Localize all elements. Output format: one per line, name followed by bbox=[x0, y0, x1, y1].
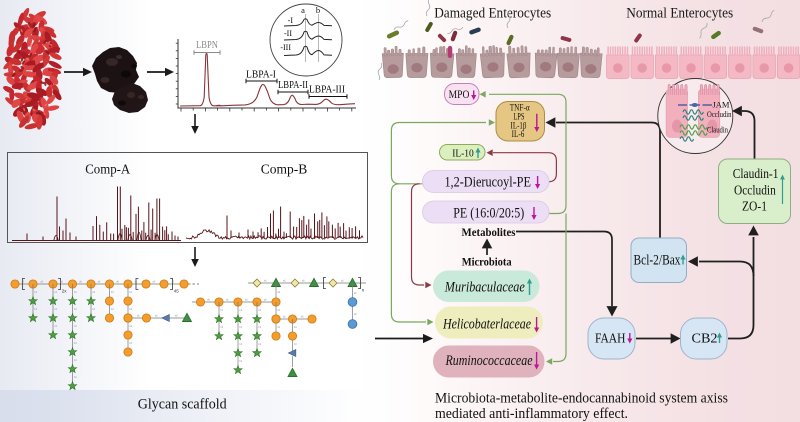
svg-text:b4: b4 bbox=[74, 292, 77, 294]
svg-text:Helicobaterlaceae: Helicobaterlaceae bbox=[442, 317, 531, 333]
svg-text:b4: b4 bbox=[294, 327, 297, 329]
svg-text:a6: a6 bbox=[137, 316, 140, 318]
svg-text:Ruminococcaceae: Ruminococcaceae bbox=[445, 353, 533, 369]
svg-text:b4: b4 bbox=[278, 310, 281, 312]
svg-text:Claudin-1: Claudin-1 bbox=[733, 167, 779, 182]
svg-text:LPS: LPS bbox=[513, 111, 524, 121]
svg-text:mediated anti-inflammatory eff: mediated anti-inflammatory effect. bbox=[435, 406, 628, 422]
svg-text:Occludin: Occludin bbox=[734, 184, 776, 199]
svg-text:a6: a6 bbox=[226, 300, 229, 302]
svg-text:Microbiota: Microbiota bbox=[462, 255, 512, 269]
svg-text:b4: b4 bbox=[221, 327, 224, 329]
svg-text:a6: a6 bbox=[207, 300, 210, 302]
svg-text:Metabolites: Metabolites bbox=[462, 225, 516, 239]
svg-text:Comp-A: Comp-A bbox=[85, 163, 131, 178]
svg-text:b4: b4 bbox=[130, 326, 133, 328]
svg-text:Muribaculaceae: Muribaculaceae bbox=[444, 280, 525, 296]
svg-text:b4: b4 bbox=[259, 327, 262, 329]
svg-text:b4: b4 bbox=[111, 292, 114, 294]
svg-text:JAM: JAM bbox=[713, 101, 731, 110]
svg-text:a6: a6 bbox=[302, 281, 305, 283]
svg-text:b4: b4 bbox=[130, 309, 133, 311]
svg-text:Bcl-2/Bax: Bcl-2/Bax bbox=[634, 253, 681, 269]
svg-text:a6: a6 bbox=[301, 317, 304, 319]
svg-text:LBPA-I: LBPA-I bbox=[246, 69, 276, 81]
svg-text:a6: a6 bbox=[135, 282, 138, 284]
svg-text:CB2: CB2 bbox=[692, 332, 718, 347]
svg-text:a6: a6 bbox=[264, 281, 267, 283]
svg-text:b4: b4 bbox=[240, 361, 243, 363]
svg-text:a6: a6 bbox=[175, 316, 178, 318]
svg-text:a6: a6 bbox=[283, 281, 286, 283]
svg-text:b4: b4 bbox=[259, 344, 262, 346]
svg-text:a: a bbox=[301, 5, 305, 15]
svg-text:b4: b4 bbox=[111, 309, 114, 311]
svg-text:b4: b4 bbox=[240, 344, 243, 346]
svg-text:a6: a6 bbox=[41, 282, 44, 284]
svg-text:FAAH: FAAH bbox=[595, 332, 626, 347]
svg-text:-II: -II bbox=[284, 29, 292, 38]
svg-text:Microbiota-metabolite-endocann: Microbiota-metabolite-endocannabinoid sy… bbox=[435, 391, 728, 407]
svg-text:IL-10: IL-10 bbox=[452, 147, 474, 159]
svg-text:a6: a6 bbox=[354, 314, 357, 316]
svg-text:1,2-Dierucoyl-PE: 1,2-Dierucoyl-PE bbox=[444, 175, 531, 191]
svg-text:b4: b4 bbox=[259, 310, 262, 312]
svg-text:b4: b4 bbox=[55, 292, 58, 294]
svg-text:b4: b4 bbox=[74, 343, 77, 345]
svg-text:b4: b4 bbox=[55, 309, 58, 311]
svg-text:a6: a6 bbox=[153, 282, 156, 284]
svg-text:LBPA-III: LBPA-III bbox=[309, 84, 345, 96]
svg-text:2x: 2x bbox=[62, 289, 68, 294]
svg-text:a6: a6 bbox=[283, 317, 286, 319]
svg-text:a6: a6 bbox=[341, 281, 344, 283]
svg-text:b4: b4 bbox=[93, 309, 96, 311]
svg-text:IL-6: IL-6 bbox=[512, 129, 525, 139]
svg-text:LBPN: LBPN bbox=[196, 40, 218, 51]
svg-text:b4: b4 bbox=[74, 377, 77, 379]
svg-text:b4: b4 bbox=[74, 360, 77, 362]
svg-text:b4: b4 bbox=[55, 326, 58, 328]
svg-text:b4: b4 bbox=[93, 292, 96, 294]
svg-text:a6: a6 bbox=[60, 282, 63, 284]
svg-text:a6: a6 bbox=[354, 293, 357, 295]
svg-text:Normal Enterocytes: Normal Enterocytes bbox=[626, 6, 733, 22]
svg-text:a6: a6 bbox=[172, 282, 175, 284]
svg-text:b4: b4 bbox=[74, 326, 77, 328]
svg-text:a6: a6 bbox=[98, 282, 101, 284]
svg-text:b4: b4 bbox=[130, 292, 133, 294]
svg-text:b4: b4 bbox=[35, 292, 38, 294]
svg-text:Damaged Enterocytes: Damaged Enterocytes bbox=[434, 6, 551, 22]
svg-text:b4: b4 bbox=[240, 310, 243, 312]
svg-text:b4: b4 bbox=[240, 327, 243, 329]
svg-text:a6: a6 bbox=[245, 300, 248, 302]
svg-text:a6: a6 bbox=[155, 316, 158, 318]
svg-text:-III: -III bbox=[280, 43, 291, 52]
svg-text:b4: b4 bbox=[278, 327, 281, 329]
svg-text:-I: -I bbox=[288, 16, 294, 25]
svg-text:a6: a6 bbox=[79, 282, 82, 284]
svg-text:b: b bbox=[316, 5, 320, 15]
svg-text:Glycan scaffold: Glycan scaffold bbox=[138, 397, 227, 413]
svg-text:IL-1β: IL-1β bbox=[511, 120, 527, 130]
svg-text:a6: a6 bbox=[116, 282, 119, 284]
svg-text:a6: a6 bbox=[278, 292, 281, 294]
svg-text:b4: b4 bbox=[74, 309, 77, 311]
svg-text:Comp-B: Comp-B bbox=[261, 163, 308, 178]
svg-text:Claudin: Claudin bbox=[707, 126, 728, 135]
svg-text:n: n bbox=[362, 288, 365, 293]
svg-text:PE (16:0/20:5): PE (16:0/20:5) bbox=[453, 206, 524, 222]
svg-text:LBPA-II: LBPA-II bbox=[278, 79, 308, 91]
svg-text:MPO: MPO bbox=[449, 87, 470, 101]
svg-text:b4: b4 bbox=[221, 310, 224, 312]
svg-text:45: 45 bbox=[174, 289, 180, 294]
svg-text:b4: b4 bbox=[35, 309, 38, 311]
svg-text:Occludin: Occludin bbox=[707, 110, 732, 119]
svg-text:ZO-1: ZO-1 bbox=[742, 200, 767, 215]
svg-text:b4: b4 bbox=[130, 343, 133, 345]
svg-text:b4: b4 bbox=[294, 344, 297, 346]
svg-text:TNF-α: TNF-α bbox=[510, 103, 530, 113]
svg-text:a6: a6 bbox=[22, 282, 25, 284]
svg-text:a6: a6 bbox=[264, 300, 267, 302]
